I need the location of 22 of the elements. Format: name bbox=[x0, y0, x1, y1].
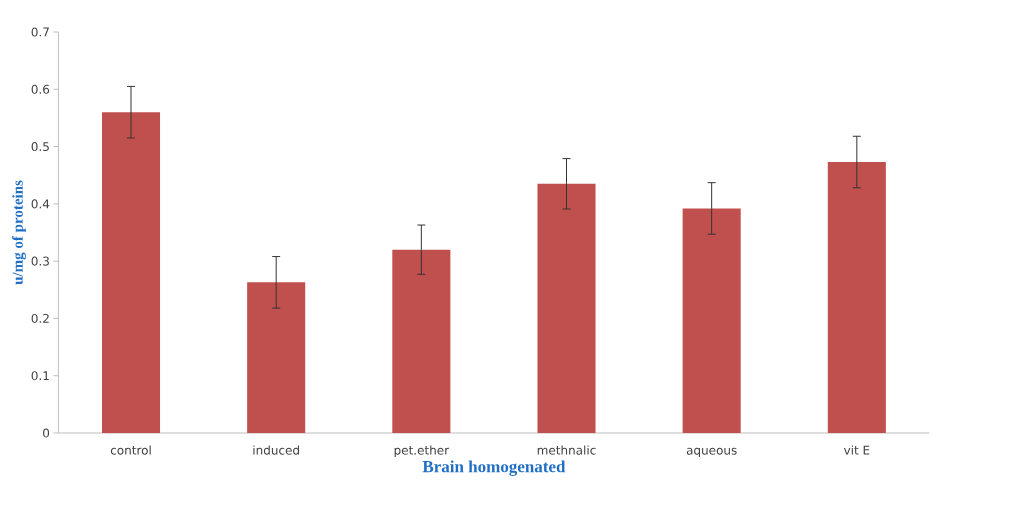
y-tick-label: 0.3 bbox=[31, 256, 49, 266]
bar bbox=[392, 249, 451, 433]
y-axis-title: u/mg of proteins bbox=[12, 180, 26, 285]
x-tick-label: aqueous bbox=[686, 447, 737, 458]
y-tick-label: 0.6 bbox=[31, 84, 50, 94]
bar bbox=[827, 162, 886, 433]
x-axis-title: Brain homogenated bbox=[422, 460, 566, 476]
bar bbox=[247, 282, 306, 433]
y-tick-label: 0 bbox=[43, 428, 50, 438]
x-tick-label: pet.ether bbox=[394, 445, 450, 458]
y-tick-label: 0.2 bbox=[31, 313, 49, 323]
y-tick-label: 0.7 bbox=[31, 27, 49, 37]
x-tick-label: vit E bbox=[843, 445, 870, 455]
bar bbox=[537, 183, 596, 433]
x-tick-label: control bbox=[110, 445, 151, 455]
bar bbox=[101, 112, 161, 433]
x-tick-label: induced bbox=[253, 445, 299, 455]
y-tick-label: 0.1 bbox=[31, 371, 49, 381]
y-tick-label: 0.4 bbox=[31, 199, 50, 209]
y-tick-label: 0.5 bbox=[31, 142, 49, 152]
bar bbox=[682, 208, 741, 433]
x-tick-label: methnalic bbox=[537, 445, 596, 455]
